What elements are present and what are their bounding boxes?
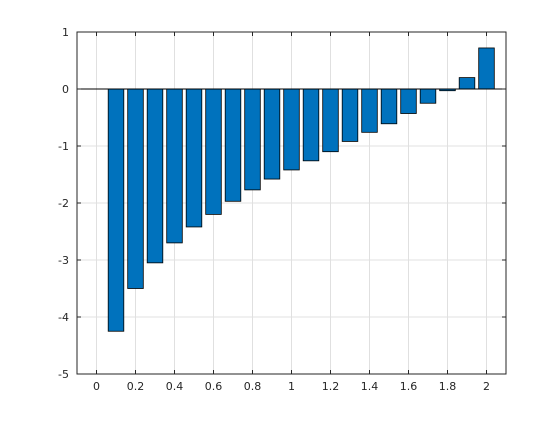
y-tick-label: 1 bbox=[62, 26, 69, 39]
x-tick-label: 1 bbox=[288, 380, 295, 393]
bar bbox=[146, 88, 164, 264]
x-tick-label: 1.4 bbox=[361, 380, 379, 393]
x-tick-label: 0.2 bbox=[127, 380, 145, 393]
x-tick-label: 0.8 bbox=[244, 380, 262, 393]
bar bbox=[380, 88, 398, 125]
tick-labels: 0 0.2 0.4 0.6 0.8 1 1.2 1.4 1.6 1.8 2 -5 -4 -3 -2 -1 0 1 bbox=[58, 26, 490, 393]
y-tick-label: -4 bbox=[58, 311, 69, 324]
x-tick-label: 0.6 bbox=[205, 380, 223, 393]
bar bbox=[283, 88, 300, 171]
bar bbox=[400, 88, 417, 114]
x-tick-label: 2 bbox=[483, 380, 490, 393]
bars bbox=[107, 47, 495, 332]
y-tick-label: -1 bbox=[58, 140, 69, 153]
bar bbox=[361, 88, 378, 133]
ticks bbox=[77, 31, 506, 375]
bar bbox=[263, 88, 281, 180]
bar bbox=[244, 88, 261, 191]
x-tick-label: 1.8 bbox=[439, 380, 457, 393]
y-tick-label: -3 bbox=[58, 254, 69, 267]
bar bbox=[478, 47, 495, 90]
bar bbox=[127, 88, 144, 289]
bar bbox=[458, 77, 476, 90]
bar bbox=[205, 88, 222, 215]
y-tick-label: -5 bbox=[58, 368, 69, 381]
x-tick-label: 0 bbox=[93, 380, 100, 393]
bar bbox=[185, 88, 203, 228]
bar bbox=[341, 88, 359, 142]
x-tick-label: 1.6 bbox=[400, 380, 418, 393]
y-tick-label: 0 bbox=[62, 83, 69, 96]
bar bbox=[419, 88, 437, 104]
x-tick-label: 0.4 bbox=[166, 380, 184, 393]
bar bbox=[166, 88, 183, 244]
bar bbox=[107, 88, 125, 332]
bar bbox=[322, 88, 339, 153]
x-tick-label: 1.2 bbox=[322, 380, 340, 393]
bar bbox=[302, 88, 320, 162]
bar bbox=[224, 88, 242, 202]
y-tick-label: -2 bbox=[58, 197, 69, 210]
